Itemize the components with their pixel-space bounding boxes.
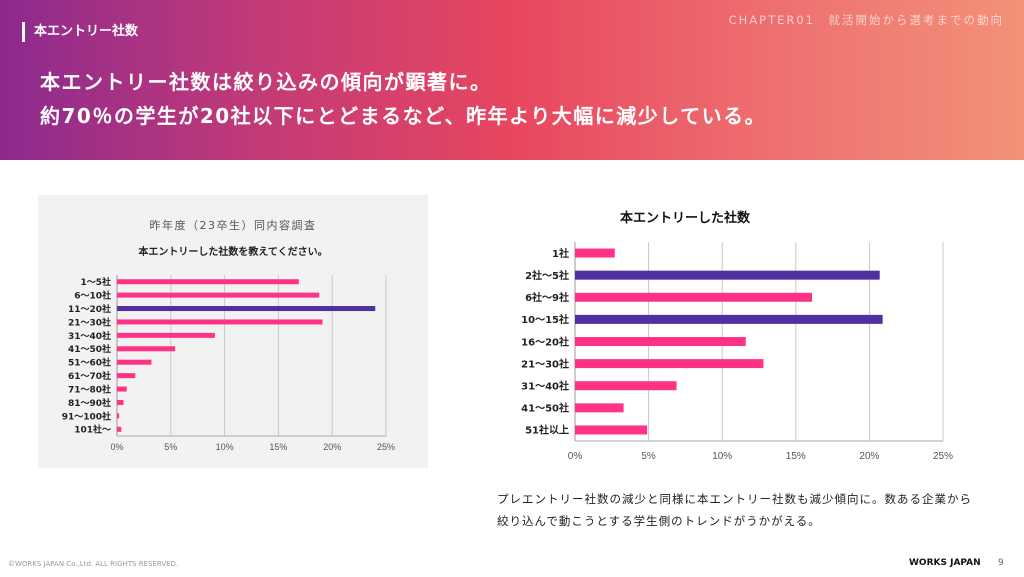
x-tick-label: 5% [641, 451, 656, 462]
category-label: 41～50社 [68, 343, 111, 355]
category-label: 11～20社 [68, 303, 111, 315]
category-label: 91～100社 [62, 410, 111, 422]
bar [117, 413, 120, 419]
category-label: 31～40社 [68, 330, 111, 342]
bar [117, 332, 215, 338]
last-year-chart-panel [38, 195, 428, 468]
bar [575, 403, 624, 413]
x-tick-label: 15% [269, 442, 287, 452]
category-label: 21～30社 [521, 357, 569, 370]
category-label: 6社～9社 [525, 291, 569, 304]
bar [117, 399, 124, 405]
x-tick-label: 25% [933, 451, 953, 462]
category-label: 81～90社 [68, 397, 111, 409]
x-tick-label: 15% [786, 451, 806, 462]
category-label: 51～60社 [68, 357, 111, 369]
category-label: 10～15社 [521, 313, 569, 326]
bar [575, 359, 764, 369]
bar [575, 292, 812, 302]
bar [117, 292, 320, 298]
bar [117, 319, 323, 325]
bar [117, 346, 176, 352]
category-label: 101社～ [74, 424, 111, 436]
logo-text: WORKS JAPAN [909, 558, 981, 568]
x-tick-label: 0% [110, 442, 123, 452]
x-tick-label: 20% [859, 451, 879, 462]
category-label: 41～50社 [521, 402, 569, 415]
chapter-label: CHAPTER01 就活開始から選考までの動向 [728, 13, 1004, 27]
category-label: 31～40社 [521, 380, 569, 393]
headline-line-1: 本エントリー社数は絞り込みの傾向が顕著に。 [40, 70, 492, 94]
category-label: 16～20社 [521, 335, 569, 348]
bar [575, 337, 746, 346]
bar [117, 306, 376, 312]
x-tick-label: 25% [377, 442, 395, 452]
caption-text: プレエントリー社数の減少と同様に本エントリー社数も減少傾向に。数ある企業から絞り… [497, 492, 972, 528]
bar [575, 425, 648, 435]
chart-title: 昨年度（23卒生）同内容調査 [150, 218, 317, 232]
bar [117, 279, 299, 285]
category-label: 6～10社 [74, 290, 111, 302]
category-label: 1～5社 [80, 276, 111, 288]
bar [575, 270, 880, 280]
page-number: 9 [998, 558, 1004, 568]
chart-title: 本エントリーした社数 [620, 210, 751, 226]
bar [575, 314, 883, 324]
category-label: 2社～5社 [525, 269, 569, 282]
category-label: 21～30社 [68, 316, 111, 328]
works-japan-logo: WORKS JAPAN [909, 558, 981, 568]
bar [117, 373, 136, 379]
bar [575, 381, 677, 391]
bar [575, 248, 615, 258]
x-tick-label: 5% [164, 442, 177, 452]
bar [117, 386, 127, 392]
category-label: 1社 [552, 247, 569, 260]
category-label: 71～80社 [68, 383, 111, 395]
bar [117, 426, 122, 432]
headline-line-2: 約70％の学生が20社以下にとどまるなど、昨年より大幅に減少している。 [40, 104, 767, 128]
x-tick-label: 10% [712, 451, 732, 462]
section-label: 本エントリー社数 [22, 22, 138, 42]
x-tick-label: 20% [323, 442, 341, 452]
header-banner: 本エントリー社数 CHAPTER01 就活開始から選考までの動向 本エントリー社… [0, 0, 1024, 160]
category-label: 61～70社 [68, 370, 111, 382]
chart-subtitle: 本エントリーした社数を教えてください。 [138, 245, 327, 258]
copyright: ©WORKS JAPAN Co.,Ltd. ALL RIGHTS RESERVE… [8, 560, 179, 568]
x-tick-label: 10% [216, 442, 234, 452]
bar [117, 359, 152, 365]
x-tick-label: 0% [568, 451, 583, 462]
category-label: 51社以上 [525, 424, 569, 437]
